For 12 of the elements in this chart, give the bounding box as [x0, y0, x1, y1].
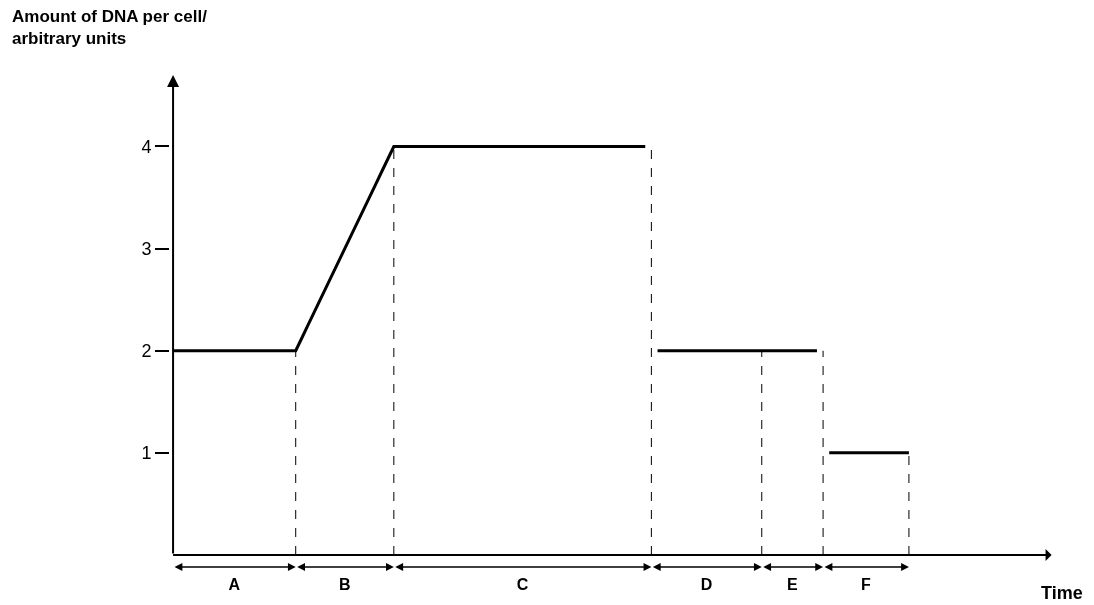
x-tick-label: E	[787, 576, 799, 593]
y-tick-label: 1	[141, 443, 152, 464]
text: Time	[1041, 583, 1083, 603]
x-tick-label: F	[861, 576, 872, 593]
y-tick-label: 3	[141, 238, 152, 259]
y-tick-label: 4	[141, 136, 152, 157]
x-tick-label: D	[700, 576, 713, 593]
x-tick-label: C	[516, 576, 529, 593]
x-tick-label: B	[338, 576, 351, 593]
x-tick-label: A	[228, 576, 241, 593]
y-axis-title: Amount of DNA per cell/ arbitrary units	[12, 7, 208, 49]
y-tick-label: 2	[141, 341, 152, 362]
